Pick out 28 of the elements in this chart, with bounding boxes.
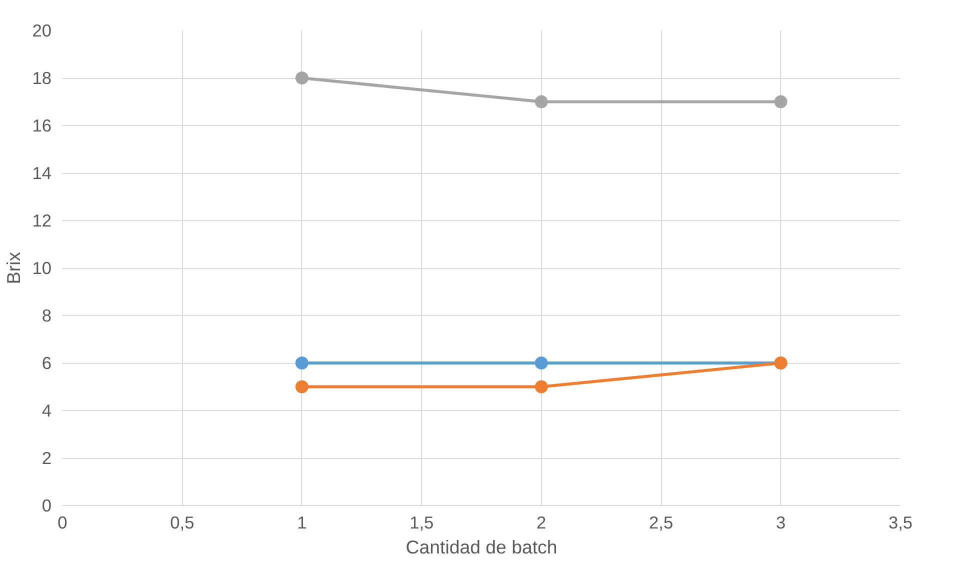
y-tick-label: 12	[32, 210, 52, 230]
x-tick-label: 2	[536, 512, 546, 532]
y-tick-label: 20	[32, 20, 52, 40]
point	[295, 380, 308, 394]
point	[534, 380, 548, 394]
x-tick-label: 1	[297, 512, 307, 532]
y-tick-label: 0	[42, 496, 52, 516]
y-tick-label: 18	[32, 68, 52, 88]
x-tick-label: 3	[776, 512, 786, 532]
point	[534, 95, 548, 108]
y-tick-label: 4	[42, 400, 52, 420]
y-axis-title: Brix	[3, 251, 24, 284]
point	[534, 356, 548, 370]
y-tick-label: 2	[42, 448, 52, 468]
y-tick-label: 10	[32, 258, 52, 278]
point	[774, 95, 788, 108]
point	[295, 356, 308, 370]
x-axis-title: Cantidad de batch	[406, 536, 558, 558]
x-tick-label: 2,5	[649, 512, 674, 532]
x-tick-label: 3,5	[888, 512, 913, 532]
y-tick-label: 8	[42, 306, 52, 326]
point	[295, 72, 308, 84]
x-tick-label: 0	[58, 512, 68, 532]
y-tick-label: 16	[32, 116, 52, 136]
y-tick-label: 14	[32, 163, 52, 183]
x-tick-label: 1,5	[410, 512, 434, 532]
y-tick-label: 6	[42, 353, 52, 373]
x-tick-label: 0,5	[170, 512, 194, 532]
